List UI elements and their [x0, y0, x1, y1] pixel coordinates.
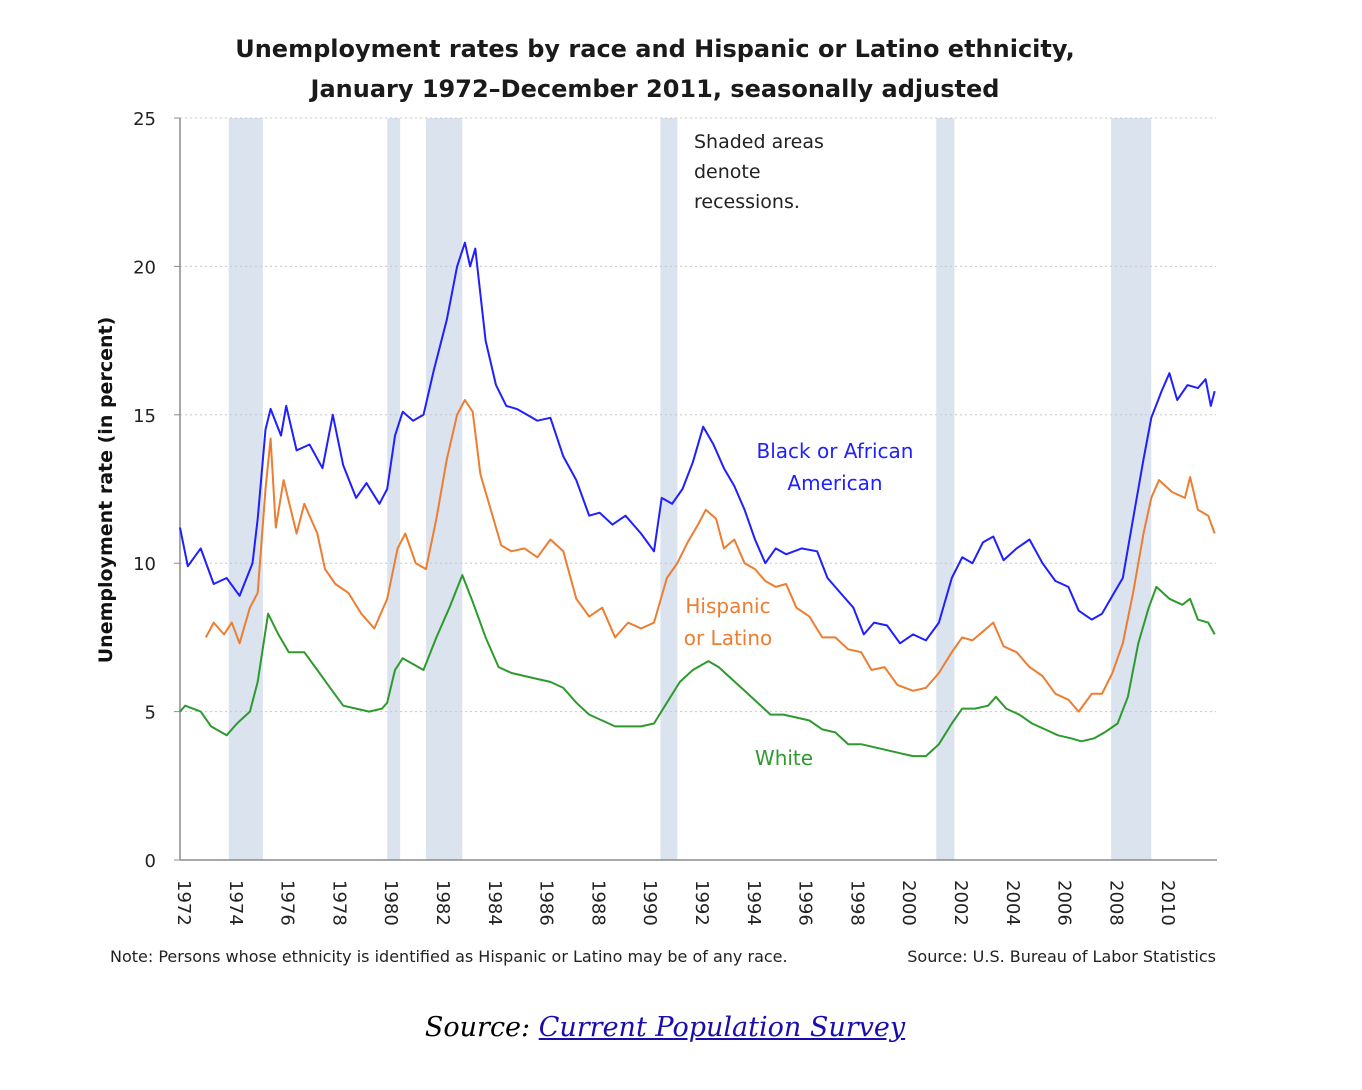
x-tick-label: 2006 — [1054, 880, 1075, 926]
x-tick-label: 1986 — [536, 880, 557, 926]
current-population-survey-link[interactable]: Current Population Survey — [538, 1012, 906, 1043]
series-label-black-1: Black or African — [756, 439, 913, 463]
series-label-hispanic-1: Hispanic — [685, 594, 770, 618]
x-tick-labels: 1972 1974 1976 1978 1980 1982 1984 1986 1988 1990… — [173, 880, 1178, 926]
x-tick-label: 1978 — [328, 880, 349, 926]
recession-note-line-3: recessions. — [694, 191, 800, 213]
y-tick-label: 0 — [145, 851, 156, 872]
chart-source: Source: U.S. Bureau of Labor Statistics — [907, 947, 1216, 966]
recession-band — [1111, 118, 1152, 860]
y-tick-label: 10 — [133, 554, 156, 575]
x-tick-label: 1992 — [691, 880, 712, 926]
x-tick-label: 1972 — [173, 880, 194, 926]
footer-source-prefix: Source: — [424, 1012, 539, 1043]
recession-note-line-2: denote — [694, 161, 761, 183]
recession-band — [228, 118, 263, 860]
series-line-white — [179, 574, 1216, 758]
chart-note: Note: Persons whose ethnicity is identif… — [110, 947, 788, 966]
footer-source: Source: Current Population Survey — [0, 1012, 1330, 1043]
series-lines — [179, 241, 1216, 758]
series-line-black-or-african-american — [179, 241, 1216, 645]
recession-band — [426, 118, 463, 860]
x-tick-label: 1976 — [277, 880, 298, 926]
series-label-black-2: American — [787, 471, 882, 495]
x-tick-label: 2000 — [898, 880, 919, 926]
recession-band — [660, 118, 678, 860]
chart-title-line-2: January 1972–December 2011, seasonally a… — [309, 75, 1000, 103]
x-tick-label: 1984 — [484, 880, 505, 926]
series-line-hispanic-or-latino — [205, 399, 1216, 713]
recession-band — [936, 118, 955, 860]
x-tick-label: 1994 — [743, 880, 764, 926]
y-tick-label: 15 — [133, 406, 156, 427]
x-tick-label: 1998 — [846, 880, 867, 926]
y-tick-label: 20 — [133, 257, 156, 278]
series-label-hispanic-2: or Latino — [684, 626, 773, 650]
chart-title-line-1: Unemployment rates by race and Hispanic … — [235, 35, 1075, 63]
x-tick-label: 2004 — [1002, 880, 1023, 926]
x-tick-label: 1974 — [225, 880, 246, 926]
x-tick-label: 1988 — [587, 880, 608, 926]
y-tick-labels: 0 5 10 15 20 25 — [133, 109, 156, 872]
recession-band — [387, 118, 401, 860]
series-label-white: White — [755, 746, 813, 770]
recession-bands — [228, 118, 1152, 860]
x-tick-label: 1990 — [639, 880, 660, 926]
gridlines — [174, 117, 1216, 861]
y-tick-label: 25 — [133, 109, 156, 130]
x-tick-label: 2002 — [950, 880, 971, 926]
x-tick-label: 1996 — [795, 880, 816, 926]
x-tick-label: 2008 — [1105, 880, 1126, 926]
x-tick-label: 1980 — [380, 880, 401, 926]
y-tick-label: 5 — [145, 703, 156, 724]
x-tick-label: 2010 — [1157, 880, 1178, 926]
recession-note-line-1: Shaded areas — [694, 131, 824, 153]
y-axis-label: Unemployment rate (in percent) — [95, 317, 117, 664]
x-tick-label: 1982 — [432, 880, 453, 926]
